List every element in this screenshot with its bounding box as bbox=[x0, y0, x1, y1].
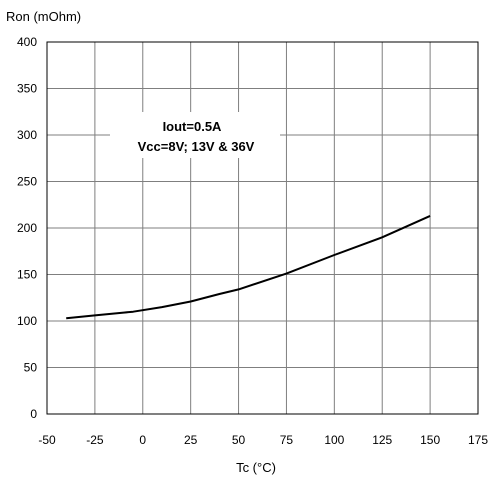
y-tick-labels: 0 50 100 150 200 250 300 350 400 bbox=[17, 35, 37, 421]
y-tick-label: 150 bbox=[17, 268, 37, 282]
grid-lines bbox=[46, 41, 479, 415]
x-tick-label: 25 bbox=[184, 433, 198, 447]
y-tick-label: 350 bbox=[17, 82, 37, 96]
series-group bbox=[66, 214, 431, 320]
x-tick-label: 100 bbox=[324, 433, 344, 447]
plot-frame bbox=[46, 41, 479, 415]
x-tick-label: 175 bbox=[468, 433, 488, 447]
y-tick-label: 0 bbox=[30, 407, 37, 421]
y-tick-label: 300 bbox=[17, 128, 37, 142]
y-axis-title: Ron (mOhm) bbox=[6, 9, 81, 24]
series-line bbox=[66, 214, 431, 320]
x-tick-labels: -50 -25 0 25 50 75 100 125 150 175 bbox=[38, 433, 488, 447]
x-tick-label: 0 bbox=[139, 433, 146, 447]
annotation-background bbox=[110, 112, 280, 158]
annotation-line-2: Vcc=8V; 13V & 36V bbox=[138, 139, 255, 154]
x-tick-label: -25 bbox=[86, 433, 104, 447]
x-tick-label: 75 bbox=[280, 433, 294, 447]
x-tick-label: -50 bbox=[38, 433, 56, 447]
x-tick-label: 150 bbox=[420, 433, 440, 447]
annotation-box: Iout=0.5A Vcc=8V; 13V & 36V bbox=[110, 112, 280, 158]
y-tick-label: 250 bbox=[17, 175, 37, 189]
x-tick-label: 50 bbox=[232, 433, 246, 447]
annotation-line-1: Iout=0.5A bbox=[163, 119, 222, 134]
y-tick-label: 200 bbox=[17, 221, 37, 235]
x-tick-label: 125 bbox=[372, 433, 392, 447]
y-tick-label: 50 bbox=[24, 361, 38, 375]
x-axis-title: Tc (°C) bbox=[236, 460, 276, 475]
y-tick-label: 100 bbox=[17, 314, 37, 328]
y-tick-label: 400 bbox=[17, 35, 37, 49]
